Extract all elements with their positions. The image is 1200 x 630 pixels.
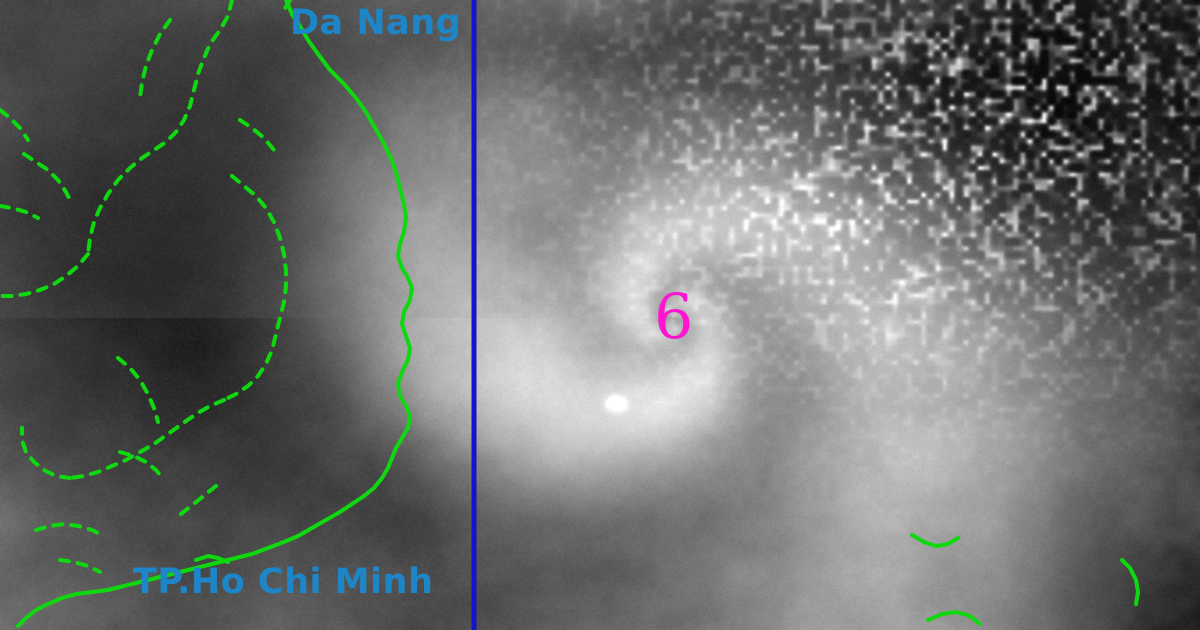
city-label-ho-chi-minh: TP.Ho Chi Minh: [133, 562, 434, 602]
city-label-da-nang: Da Nang: [290, 3, 462, 43]
storm-center-marker: 6: [654, 280, 694, 353]
